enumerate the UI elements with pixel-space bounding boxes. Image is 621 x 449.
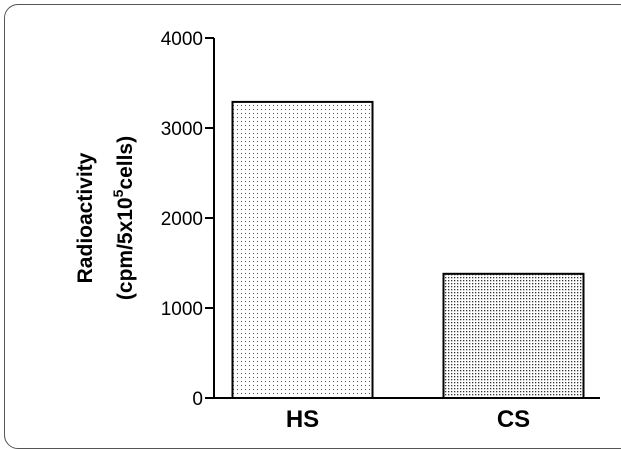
x-category-label: CS <box>497 406 530 433</box>
bar-hs <box>231 100 374 400</box>
y-tick-label: 4000 <box>161 29 203 50</box>
y-axis-unit-prefix: (cpm/5x10 <box>114 197 137 300</box>
x-category-label: HS <box>286 406 319 433</box>
bars <box>231 100 585 400</box>
labels: 0 1000 2000 3000 4000 HS CS <box>161 29 530 433</box>
y-axis-unit-suffix: cells) <box>114 136 137 190</box>
y-axis-unit-superscript: 5 <box>110 189 126 197</box>
y-axis-title-unit: (cpm/5x105cells) <box>110 136 137 300</box>
bar-chart: 0 1000 2000 3000 4000 HS CS Radioactivity (cpm… <box>74 29 600 433</box>
y-axis-title: Radioactivity <box>74 152 97 283</box>
y-tick-label: 1000 <box>161 299 203 320</box>
y-axis-title-line1: Radioactivity <box>74 152 97 283</box>
y-tick-label: 2000 <box>161 209 203 230</box>
bar-cs <box>442 272 585 399</box>
y-tick-label: 0 <box>192 389 203 410</box>
y-tick-label: 3000 <box>161 119 203 140</box>
